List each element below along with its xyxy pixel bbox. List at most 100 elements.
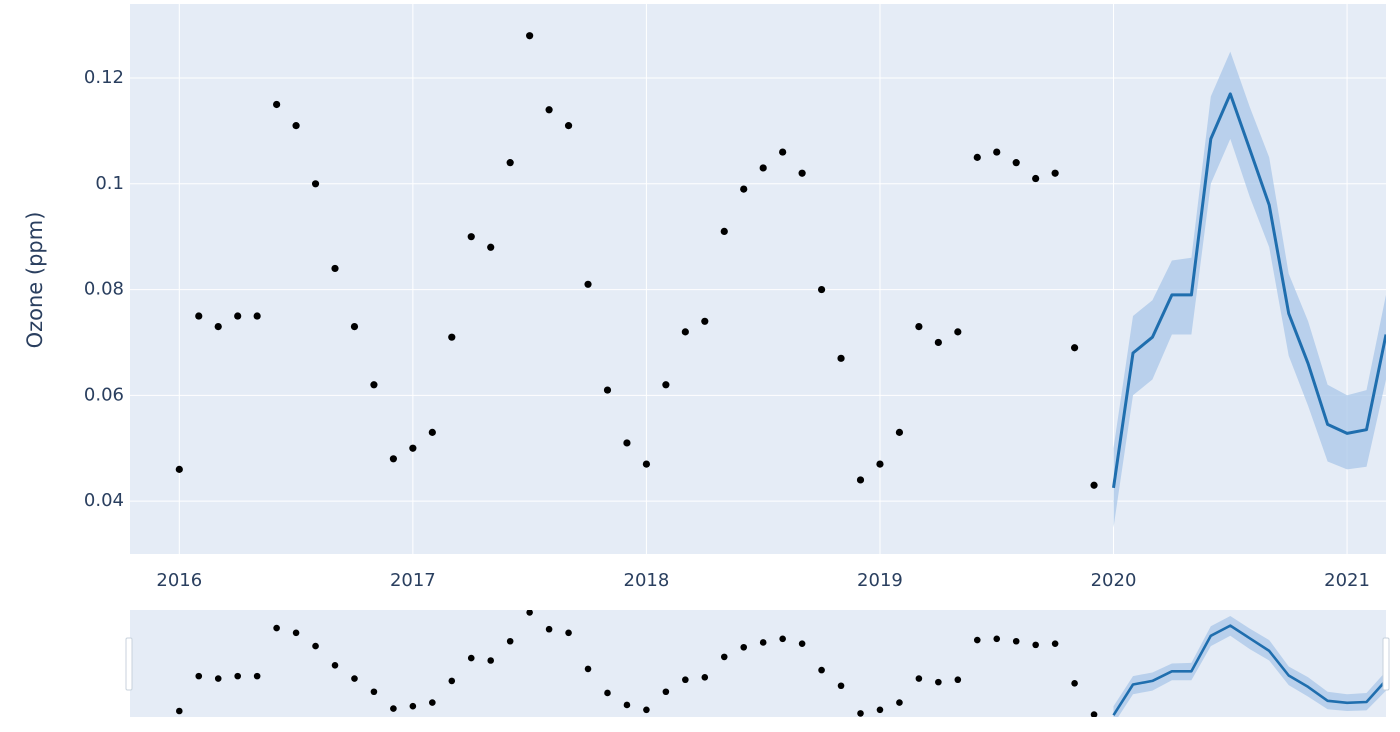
observed-point[interactable] [895, 428, 904, 436]
slider-observed-point [1071, 680, 1078, 687]
observed-point[interactable] [642, 460, 651, 468]
observed-point[interactable] [389, 455, 397, 463]
slider-observed-point [759, 639, 767, 646]
slider-observed-point [448, 677, 456, 685]
forecast-interval-band [1113, 51, 1386, 528]
y-axis-ticks: 0.04 0.06 0.08 0.1 0.12 [84, 67, 124, 511]
observed-point[interactable] [1090, 481, 1098, 489]
observed-point[interactable] [195, 312, 203, 320]
observed-point[interactable] [526, 32, 534, 40]
observed-point[interactable] [740, 185, 748, 193]
slider-observed-point [837, 682, 845, 690]
slider-observed-point [292, 629, 300, 637]
plot-data-layer [175, 32, 1386, 528]
slider-observed-point [526, 610, 533, 616]
observed-point[interactable] [876, 460, 884, 468]
y-axis-title: Ozone (ppm) [23, 212, 47, 349]
slider-observed-point [234, 672, 241, 680]
slider-observed-point [176, 707, 183, 715]
x-tick-label: 2019 [857, 570, 903, 591]
observed-point[interactable] [273, 100, 281, 109]
slider-forecast-band [1113, 616, 1386, 717]
observed-point[interactable] [350, 322, 359, 331]
observed-point[interactable] [292, 122, 300, 130]
slider-observed-point [857, 710, 864, 717]
y-tick-label: 0.04 [84, 490, 124, 511]
slider-observed-point [487, 657, 495, 664]
slider-observed-point [409, 702, 417, 710]
observed-point[interactable] [1032, 174, 1040, 183]
observed-point[interactable] [311, 180, 320, 188]
slider-observed-point [682, 676, 689, 684]
slider-observed-point [1012, 637, 1020, 645]
range-slider-data [176, 610, 1386, 717]
observed-point[interactable] [993, 148, 1001, 156]
slider-observed-point [623, 701, 631, 709]
slider-observed-point [214, 675, 222, 682]
slider-observed-point [662, 688, 670, 696]
observed-point[interactable] [856, 476, 865, 484]
slider-observed-point [701, 674, 709, 681]
y-tick-label: 0.06 [84, 384, 124, 405]
observed-point[interactable] [817, 285, 826, 294]
slider-observed-point [545, 625, 553, 633]
slider-observed-point [779, 635, 786, 643]
observed-point[interactable] [623, 439, 631, 447]
slider-observed-point [954, 676, 962, 684]
slider-observed-point [565, 629, 572, 637]
observed-point[interactable] [759, 164, 767, 172]
observed-point[interactable] [1012, 159, 1020, 167]
slider-observed-point [1051, 640, 1059, 647]
observed-point[interactable] [584, 280, 592, 288]
observed-point[interactable] [973, 153, 981, 161]
slider-observed-point [195, 672, 203, 680]
observed-point[interactable] [175, 465, 183, 473]
observed-point[interactable] [798, 169, 806, 177]
observed-point[interactable] [214, 322, 222, 331]
main-plot-area[interactable] [130, 4, 1386, 554]
observed-point[interactable] [428, 428, 436, 436]
range-slider-left-handle[interactable] [125, 637, 133, 691]
y-tick-label: 0.08 [84, 279, 124, 300]
slider-observed-point [720, 653, 728, 661]
observed-point[interactable] [409, 444, 417, 452]
y-tick-label: 0.1 [95, 173, 124, 194]
observed-point[interactable] [1070, 344, 1079, 352]
observed-point[interactable] [954, 328, 962, 336]
observed-point[interactable] [506, 159, 514, 167]
observed-point[interactable] [701, 317, 709, 325]
range-slider-right-handle[interactable] [1382, 637, 1390, 691]
slider-observed-point [818, 666, 825, 674]
observed-point[interactable] [487, 243, 495, 251]
slider-forecast-line [1112, 624, 1386, 716]
observed-point[interactable] [720, 227, 728, 236]
slider-observed-point [1032, 641, 1039, 649]
observed-point[interactable] [564, 122, 573, 130]
observed-point[interactable] [681, 328, 689, 336]
slider-observed-point [253, 672, 261, 680]
observed-point[interactable] [370, 381, 378, 389]
observed-point[interactable] [603, 386, 612, 394]
observed-point[interactable] [662, 381, 670, 389]
slider-observed-point [896, 699, 903, 706]
observed-point[interactable] [331, 264, 339, 273]
observed-point[interactable] [448, 333, 456, 341]
x-tick-label: 2020 [1091, 570, 1137, 591]
observed-point[interactable] [1051, 169, 1059, 177]
observed-point[interactable] [467, 233, 475, 241]
range-slider[interactable] [125, 609, 1390, 724]
slider-observed-point [273, 624, 280, 632]
slider-observed-point [993, 635, 1001, 643]
observed-point[interactable] [779, 148, 787, 156]
observed-point[interactable] [915, 322, 923, 331]
observed-point[interactable] [837, 354, 845, 362]
observed-point[interactable] [934, 338, 942, 347]
slider-observed-point [973, 636, 981, 644]
slider-observed-point [312, 642, 319, 650]
slider-observed-point [915, 675, 923, 682]
forecast-line [1112, 92, 1386, 489]
observed-point[interactable] [234, 312, 242, 320]
slider-observed-point [1090, 711, 1098, 717]
observed-point[interactable] [253, 312, 261, 320]
observed-point[interactable] [545, 106, 553, 114]
